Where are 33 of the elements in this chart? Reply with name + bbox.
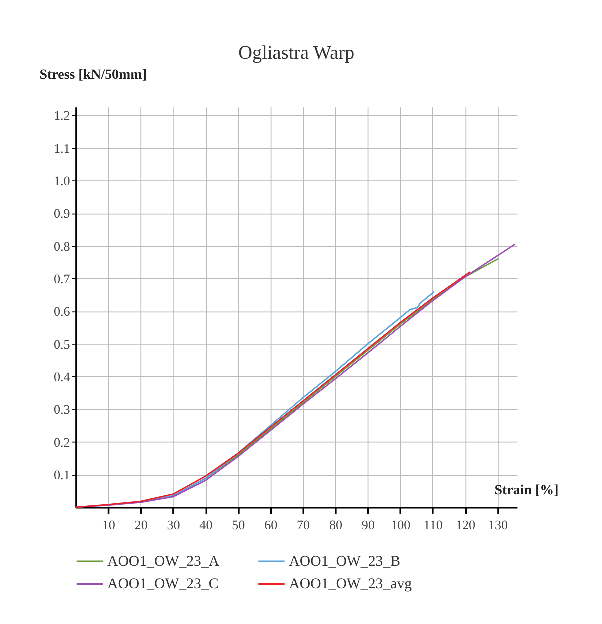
chart-title: Ogliastra Warp (238, 43, 355, 64)
y-tick-label: 0.5 (54, 336, 71, 352)
x-tick-label: 90 (362, 518, 376, 533)
legend-label: AOO1_OW_23_A (107, 554, 220, 570)
y-tick-label: 0.7 (54, 272, 71, 287)
y-tick-label: 1.0 (54, 174, 71, 189)
legend-label: AOO1_OW_23_B (289, 554, 401, 570)
x-tick-label: 80 (329, 518, 343, 533)
legend-label: AOO1_OW_23_C (107, 576, 219, 593)
x-axis-title: Strain [%] (494, 484, 559, 499)
x-tick-label: 30 (167, 518, 181, 533)
y-tick-label: 0.3 (54, 402, 71, 418)
y-tick-label: 0.2 (54, 434, 70, 450)
x-tick-label: 50 (232, 518, 246, 533)
y-tick-label: 0.4 (54, 370, 71, 385)
x-tick-label: 70 (297, 518, 311, 533)
x-tick-label: 60 (264, 518, 278, 533)
x-tick-label: 20 (134, 518, 148, 533)
legend-label: AOO1_OW_23_avg (289, 576, 413, 593)
line-series (75, 272, 471, 508)
y-tick-label: 1.2 (54, 108, 70, 124)
y-tick-label: 0.6 (54, 304, 71, 320)
x-tick-label: 120 (456, 518, 476, 533)
y-axis-title: Stress [kN/50mm] (40, 68, 147, 83)
y-tick-label: 0.8 (54, 238, 71, 254)
x-tick-label: 100 (391, 518, 412, 533)
y-tick-label: 1.1 (54, 140, 70, 156)
x-tick-label: 40 (200, 518, 214, 533)
x-tick-label: 110 (424, 518, 444, 533)
y-tick-label: 0.1 (54, 468, 70, 483)
x-tick-label: 130 (488, 518, 508, 533)
y-tick-label: 0.9 (54, 206, 71, 222)
x-tick-label: 10 (102, 518, 116, 533)
